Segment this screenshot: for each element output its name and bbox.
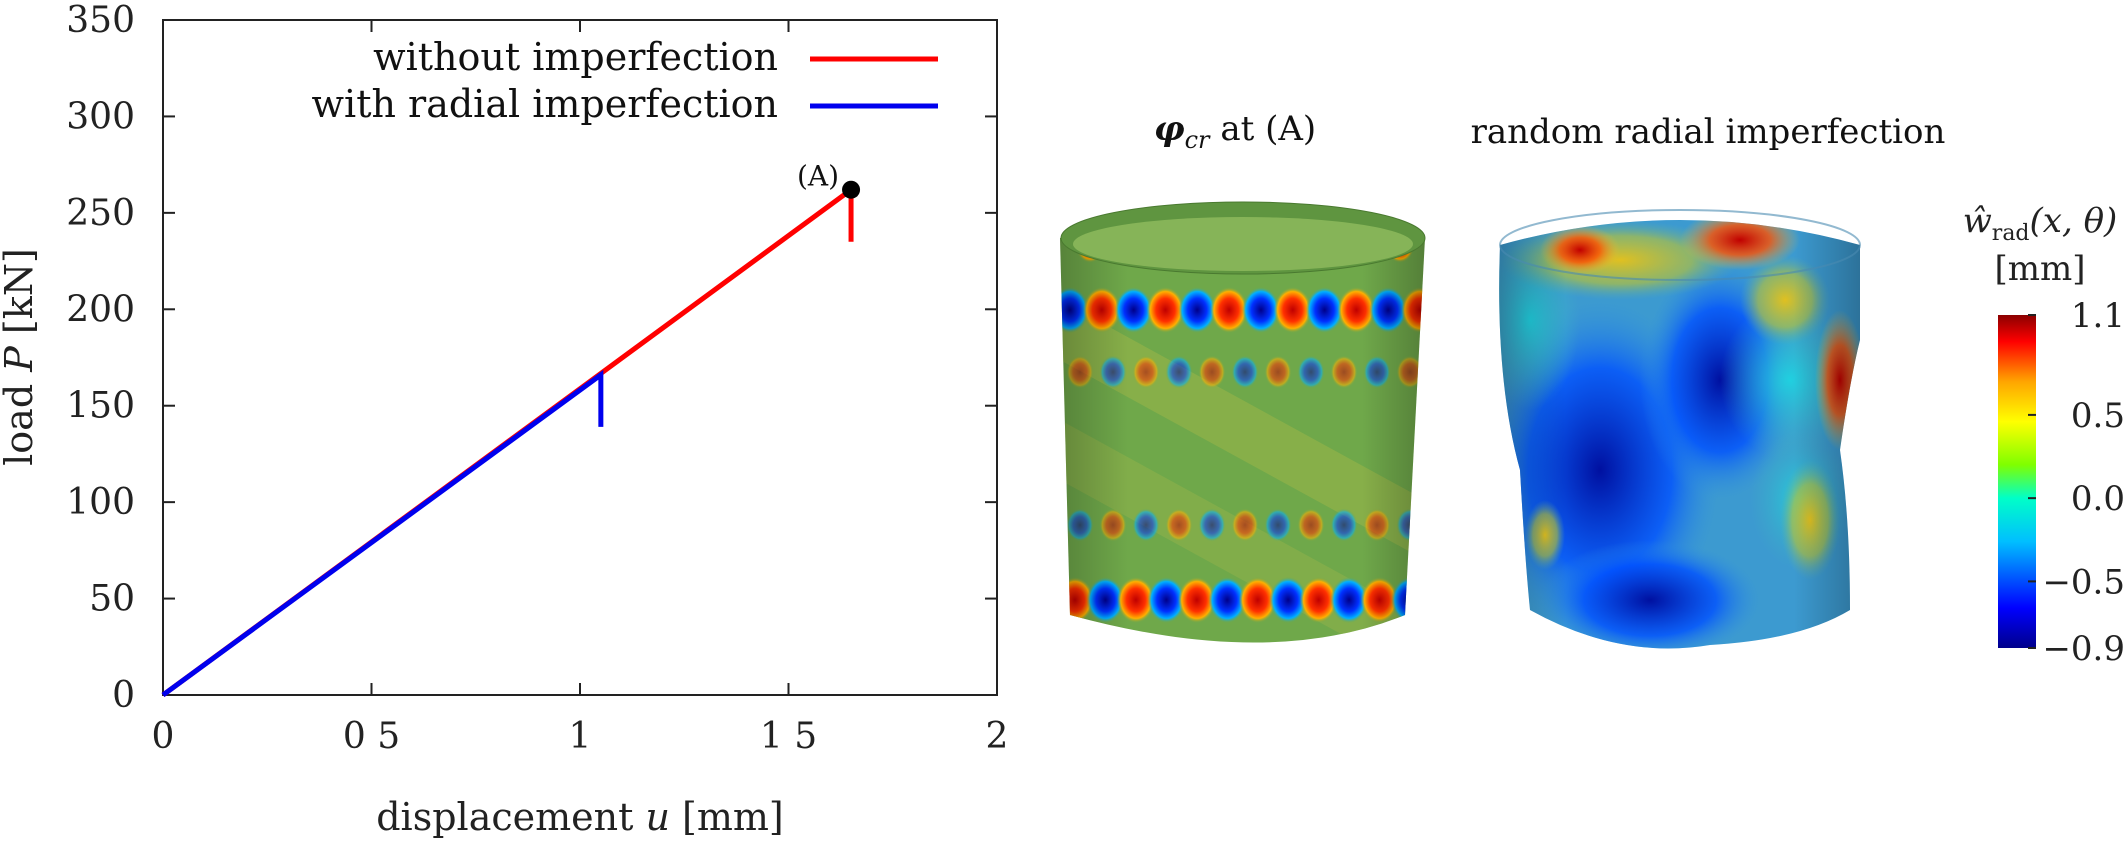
- y-tick-label: 150: [66, 386, 135, 427]
- y-tick-label: 200: [66, 289, 135, 330]
- x-tick-label: 1 5: [760, 716, 817, 757]
- x-axis-title: displacement u [mm]: [376, 795, 784, 839]
- point-a-marker: [842, 180, 861, 199]
- colorbar-ticks: 1.1 0.5 0.0 −0.5 −0.9: [2028, 296, 2125, 669]
- series-lines: [161, 184, 854, 698]
- y-tick-label: 100: [66, 482, 135, 523]
- y-axis-ticks: 0 50 100 150 200 250 300 350: [66, 0, 997, 716]
- imperfection-cylinder: [1499, 209, 1861, 649]
- x-tick-label: 1: [569, 716, 592, 757]
- legend: without imperfection with radial imperfe…: [312, 35, 938, 126]
- y-axis-title: load P [kN]: [0, 248, 41, 466]
- x-tick-label: 2: [986, 716, 1009, 757]
- point-a-label: (A): [797, 160, 839, 193]
- legend-label-with-radial-imperfection: with radial imperfection: [312, 82, 778, 126]
- colorbar-tick-label: 1.1: [2071, 296, 2125, 336]
- plot-area: 0 50 100 150 200 250 300 350 0 0 5 1 1 5 2 (A): [66, 0, 1008, 757]
- x-axis-ticks: 0 0 5 1 1 5 2: [152, 20, 1009, 757]
- colorbar-unit: [mm]: [1994, 249, 2085, 289]
- series-line-with-radial-imperfection: [161, 369, 604, 698]
- buckling-mode-title: φcr at (A): [1154, 109, 1316, 154]
- y-tick-label: 50: [89, 579, 135, 620]
- colorbar-tick-label: 0.5: [2071, 396, 2125, 436]
- y-tick-label: 0: [112, 675, 135, 716]
- colorbar-tick-label: −0.9: [2042, 629, 2125, 669]
- colorbar-tick-label: 0.0: [2071, 479, 2125, 519]
- legend-label-without-imperfection: without imperfection: [373, 35, 778, 79]
- imperfection-title: random radial imperfection: [1471, 112, 1946, 152]
- y-tick-label: 300: [66, 96, 135, 137]
- y-tick-label: 350: [66, 0, 135, 41]
- colorbar: ŵrad(x, θ) [mm] 1.1 0.5 0.0 −0.5 −0.9: [1963, 201, 2125, 669]
- colorbar-label: ŵrad(x, θ): [1963, 201, 2118, 246]
- x-tick-label: 0 5: [343, 716, 400, 757]
- colorbar-ramp: [1998, 315, 2036, 648]
- y-tick-label: 250: [66, 193, 135, 234]
- buckling-mode-cylinder: [1060, 201, 1426, 643]
- colorbar-tick-label: −0.5: [2042, 562, 2125, 602]
- x-tick-label: 0: [152, 716, 175, 757]
